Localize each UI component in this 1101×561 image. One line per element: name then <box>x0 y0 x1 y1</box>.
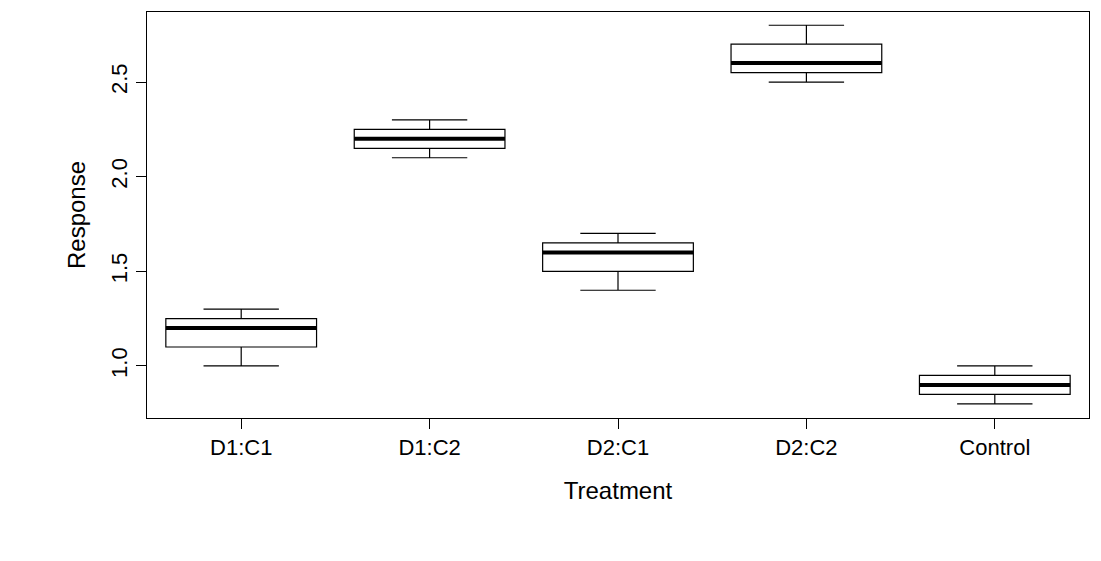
svg-text:D2:C2: D2:C2 <box>775 435 837 460</box>
svg-text:D1:C2: D1:C2 <box>398 435 460 460</box>
svg-text:1.0: 1.0 <box>107 347 132 378</box>
svg-text:D2:C1: D2:C1 <box>587 435 649 460</box>
svg-text:Control: Control <box>959 435 1030 460</box>
svg-text:1.5: 1.5 <box>107 253 132 284</box>
svg-text:Response: Response <box>63 161 90 269</box>
svg-text:2.0: 2.0 <box>107 158 132 189</box>
svg-text:D1:C1: D1:C1 <box>210 435 272 460</box>
svg-text:Treatment: Treatment <box>564 477 673 504</box>
svg-text:2.5: 2.5 <box>107 63 132 94</box>
